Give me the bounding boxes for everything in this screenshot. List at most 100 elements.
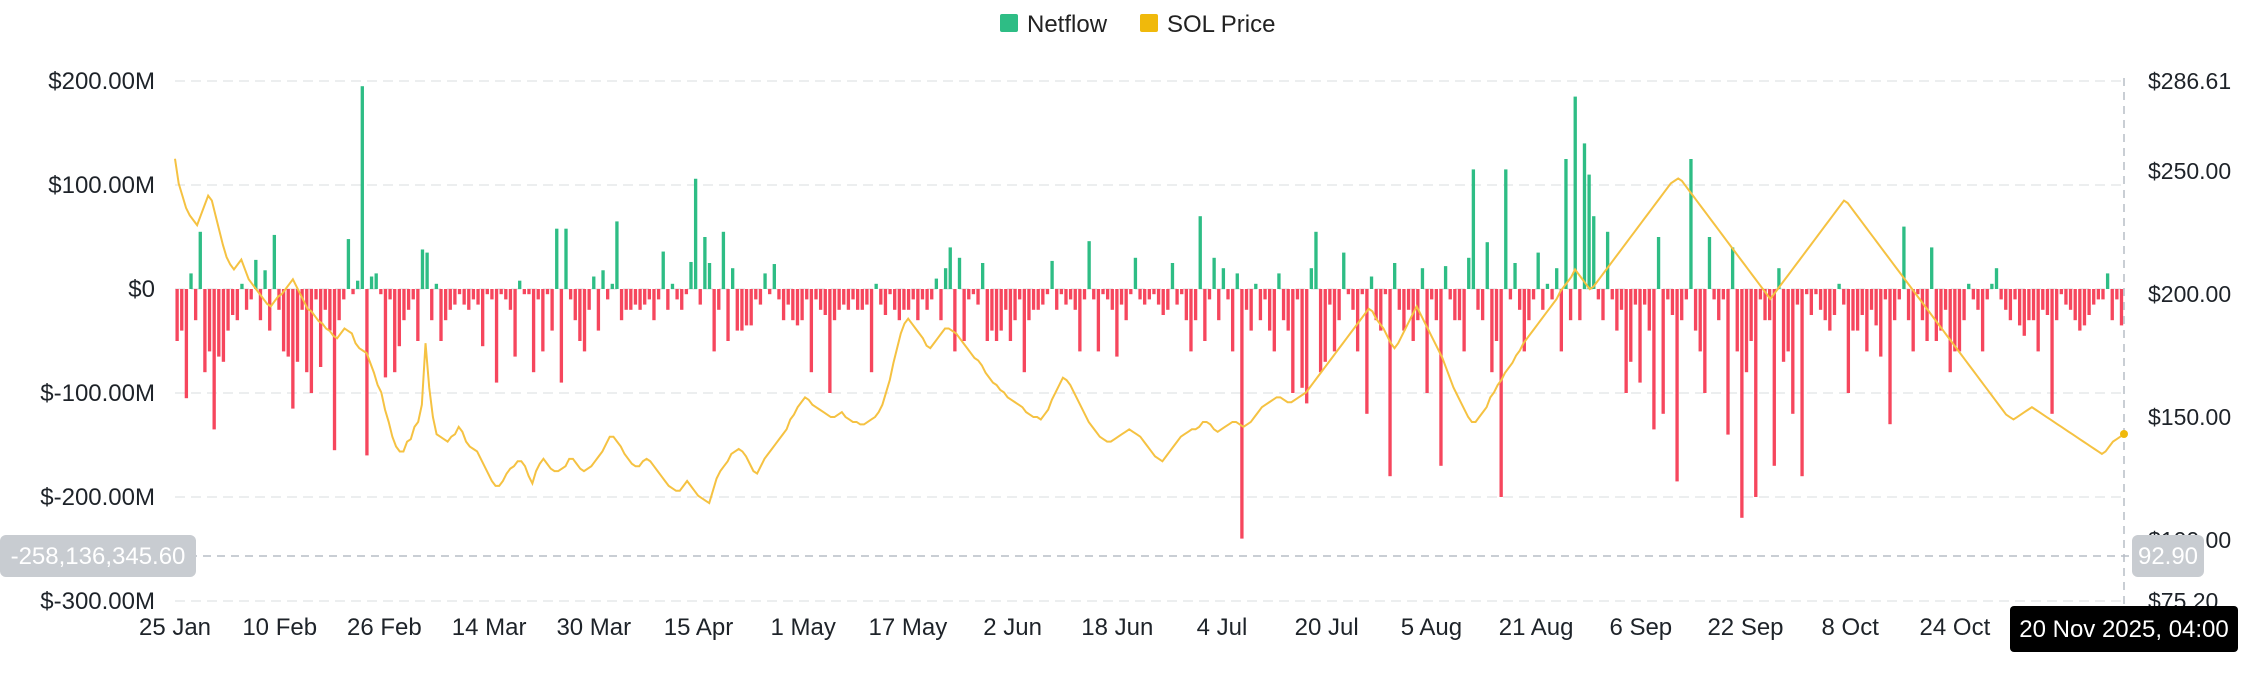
netflow-bar — [356, 280, 360, 289]
netflow-bar — [1601, 289, 1605, 321]
netflow-bar — [606, 289, 610, 300]
netflow-bar — [1286, 289, 1290, 331]
x-tick-label: 1 May — [771, 614, 836, 641]
netflow-bar — [1041, 289, 1045, 305]
netflow-bar — [1499, 289, 1503, 497]
netflow-bar — [869, 289, 874, 373]
x-tick-label: 21 Aug — [1499, 614, 1574, 641]
netflow-bar — [1906, 289, 1911, 321]
netflow-bar — [193, 289, 198, 321]
netflow-bar — [2027, 289, 2031, 321]
netflow-bar — [277, 289, 281, 310]
crosshair-right-value: 92.90 — [2138, 543, 2198, 570]
netflow-bar — [1768, 289, 1772, 321]
netflow-bar — [661, 251, 665, 289]
netflow-bar — [1305, 289, 1309, 404]
netflow-bar — [652, 289, 656, 321]
netflow-bar — [1101, 289, 1105, 295]
netflow-bar — [832, 289, 837, 321]
netflow-bar — [592, 276, 596, 289]
netflow-bar — [740, 289, 744, 331]
netflow-bar — [1855, 289, 1860, 331]
netflow-bar — [342, 289, 346, 300]
netflow-bar — [1883, 289, 1888, 300]
netflow-bar — [1735, 289, 1739, 352]
netflow-bar — [962, 289, 966, 341]
netflow-bar — [2096, 289, 2101, 300]
netflow-bar — [1777, 268, 1781, 289]
netflow-bar — [647, 289, 651, 300]
netflow-bar — [1740, 289, 1744, 518]
netflow-bar — [1263, 289, 1267, 300]
netflow-bar — [1425, 289, 1429, 393]
netflow-bar — [985, 289, 989, 341]
netflow-bar — [1217, 289, 1221, 321]
netflow-bar — [365, 289, 369, 456]
netflow-bar — [207, 289, 212, 352]
netflow-bar — [791, 289, 795, 321]
netflow-bar — [1004, 289, 1008, 310]
netflow-bar — [1402, 289, 1406, 331]
netflow-bar — [1818, 289, 1823, 310]
netflow-bar — [1036, 289, 1040, 310]
netflow-bar — [1467, 257, 1471, 289]
netflow-bar — [1184, 289, 1189, 321]
netflow-bar — [1564, 159, 1568, 289]
netflow-bar — [2064, 289, 2068, 305]
left-axis-ticks: $200.00M $100.00M $0 $-100.00M $-200.00M $-30… — [40, 68, 155, 615]
netflow-bar — [508, 289, 513, 310]
netflow-bar — [731, 268, 735, 289]
netflow-bar — [638, 289, 642, 310]
netflow-bar — [1110, 289, 1114, 310]
netflow-bar — [1018, 289, 1022, 300]
netflow-bar — [564, 228, 568, 289]
netflow-bar — [1698, 289, 1702, 352]
netflow-bar — [309, 289, 314, 393]
netflow-bar — [2045, 289, 2050, 315]
netflow-bar — [1837, 283, 1841, 289]
netflow-bar — [536, 289, 540, 300]
netflow-bar — [462, 289, 466, 305]
crosshair: -258,136,345.60 92.90 20 Nov 2025, 04:00 — [0, 78, 2238, 652]
netflow-bar — [1161, 289, 1165, 315]
netflow-bar — [1355, 289, 1360, 352]
netflow-bar — [235, 289, 239, 321]
x-tick-label: 20 Jul — [1295, 614, 1359, 641]
netflow-bar — [420, 249, 425, 289]
netflow-bar — [971, 289, 976, 295]
netflow-bar — [1258, 289, 1263, 321]
netflow-bar — [1948, 289, 1952, 373]
netflow-bar — [1494, 289, 1499, 341]
netflow-bar — [406, 289, 411, 310]
netflow-bar — [2115, 289, 2119, 300]
netflow-bar — [860, 289, 864, 310]
netflow-bar — [1934, 289, 1938, 341]
netflow-bar — [527, 289, 531, 295]
netflow-bar — [1448, 289, 1452, 300]
left-tick-label: $-300.00M — [40, 588, 155, 615]
netflow-bar — [693, 178, 698, 289]
netflow-bar — [2078, 289, 2082, 331]
netflow-bar — [897, 289, 901, 321]
netflow-bar — [555, 228, 559, 289]
netflow-bar — [1471, 169, 1476, 289]
netflow-bar — [1156, 289, 1161, 305]
x-tick-label: 15 Apr — [664, 614, 733, 641]
netflow-bar — [1888, 289, 1892, 425]
netflow-bar — [559, 289, 564, 383]
netflow-bar — [990, 289, 994, 331]
x-tick-label: 24 Oct — [1920, 614, 1991, 641]
netflow-bar — [1758, 289, 1763, 300]
netflow-bar — [1068, 289, 1073, 300]
right-tick-label: $200.00 — [2148, 281, 2231, 307]
netflow-bar — [1230, 289, 1235, 352]
netflow-bar — [1439, 289, 1443, 466]
netflow-bar — [1971, 289, 1976, 300]
netflow-bar — [1082, 289, 1087, 300]
netflow-bar — [198, 231, 202, 289]
netflow-bar — [2022, 289, 2026, 336]
netflow-bar — [1980, 289, 1985, 352]
netflow-bar — [1504, 169, 1508, 289]
netflow-bar — [707, 263, 712, 289]
netflow-bar — [1013, 289, 1017, 321]
